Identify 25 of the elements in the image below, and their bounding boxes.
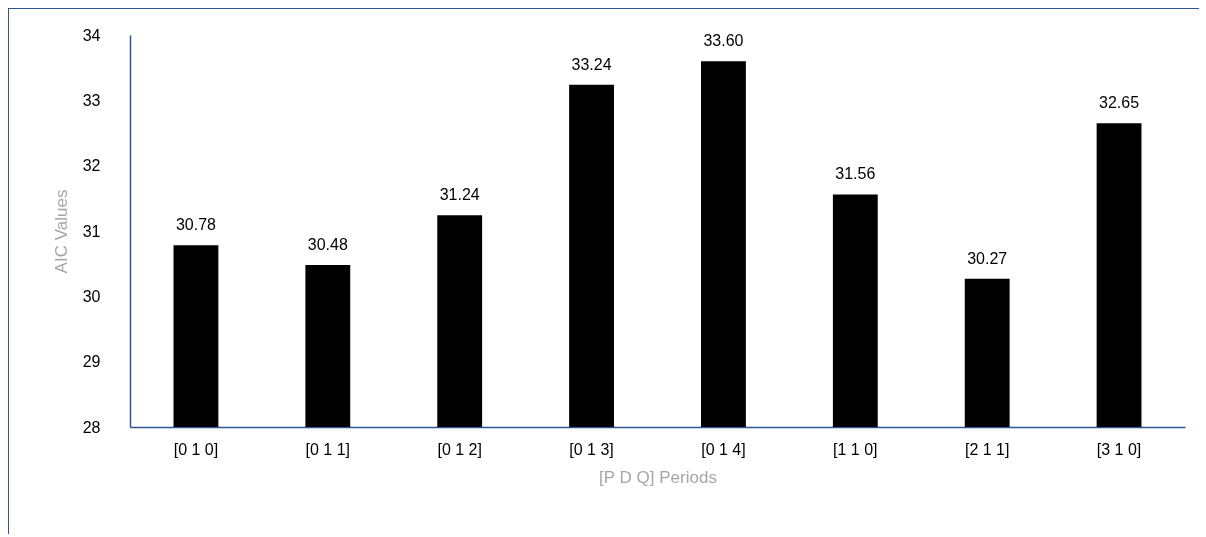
x-tick-label: [0 1 1] (305, 440, 351, 458)
x-tick-label: [0 1 2] (437, 440, 482, 458)
data-label: 32.65 (1099, 94, 1140, 112)
y-tick-label: 31 (82, 222, 101, 240)
x-tick-label: [1 1 0] (833, 440, 878, 458)
x-tick-label: [0 1 4] (701, 440, 746, 458)
data-label: 33.60 (703, 32, 744, 50)
data-label: 30.78 (175, 216, 217, 234)
y-axis-title: AIC Values (51, 189, 71, 274)
x-tick-label: [3 1 0] (1096, 440, 1142, 458)
y-tick-label: 30 (82, 287, 101, 305)
y-tick-label: 29 (82, 353, 101, 371)
data-label: 31.56 (835, 165, 876, 183)
data-label: 31.24 (439, 186, 480, 204)
y-tick-label: 33 (82, 91, 101, 109)
y-tick-label: 32 (82, 157, 101, 175)
y-tick-label: 28 (82, 418, 101, 436)
x-tick-label: [0 1 0] (173, 440, 219, 458)
y-tick-label: 34 (82, 26, 101, 44)
data-label: 33.24 (571, 55, 612, 73)
data-label: 30.27 (967, 249, 1008, 267)
x-tick-label: [0 1 3] (569, 440, 614, 458)
x-tick-label: [2 1 1] (964, 440, 1010, 458)
x-axis-title: [P D Q] Periods (599, 467, 717, 487)
data-label: 30.48 (307, 235, 348, 253)
